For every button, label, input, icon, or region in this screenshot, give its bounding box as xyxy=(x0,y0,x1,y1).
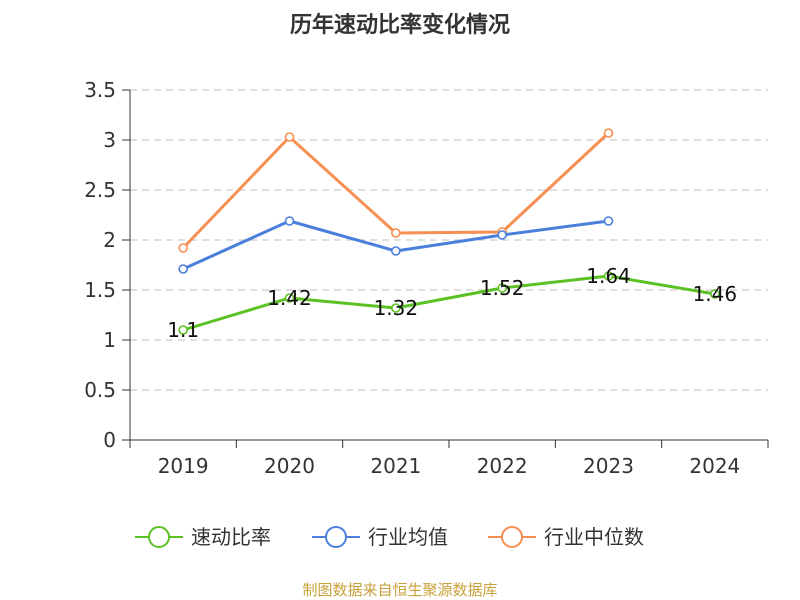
data-point xyxy=(497,283,507,293)
y-axis: 0 0.5 1 1.5 2 2.5 3 3.5 xyxy=(84,78,131,452)
legend-marker xyxy=(148,526,170,548)
y-tick-label: 2.5 xyxy=(84,178,116,202)
data-point xyxy=(603,271,614,281)
y-tick-label: 0 xyxy=(103,428,116,452)
legend-label: 行业中位数 xyxy=(544,525,644,549)
source-note: 制图数据来自恒生聚源数据库 xyxy=(302,581,497,599)
legend-item: 行业均值 xyxy=(312,525,448,549)
chart-title: 历年速动比率变化情况 xyxy=(290,12,510,38)
legend: 速动比率 行业均值 行业中位数 xyxy=(135,525,644,549)
data-point xyxy=(603,128,614,138)
y-tick-label: 3.5 xyxy=(84,78,116,102)
data-point xyxy=(284,132,295,142)
data-point xyxy=(710,289,720,299)
data-point xyxy=(284,293,295,303)
data-point xyxy=(178,243,188,253)
legend-label: 速动比率 xyxy=(191,525,271,549)
data-point xyxy=(391,246,401,256)
legend-label: 行业均值 xyxy=(368,525,448,549)
legend-item: 速动比率 xyxy=(135,525,271,549)
grid-lines xyxy=(130,89,768,391)
y-tick-label: 2 xyxy=(103,228,116,252)
y-tick-label: 3 xyxy=(103,128,116,152)
data-label: 1.46 xyxy=(693,282,738,306)
legend-marker xyxy=(325,526,347,548)
x-tick-label: 2019 xyxy=(158,454,209,478)
y-tick-label: 0.5 xyxy=(84,378,116,402)
y-tick-label: 1 xyxy=(103,328,116,352)
x-tick-label: 2020 xyxy=(264,454,315,478)
x-tick-label: 2024 xyxy=(689,454,740,478)
legend-marker xyxy=(501,526,523,548)
data-point xyxy=(178,264,188,274)
data-point xyxy=(178,325,188,335)
data-point xyxy=(284,216,295,226)
data-labels: 1.1 1.42 1.32 1.52 1.64 1.46 xyxy=(167,264,737,342)
data-label: 1.64 xyxy=(586,264,631,288)
y-tick-label: 1.5 xyxy=(84,278,116,302)
x-tick-label: 2023 xyxy=(583,454,634,478)
series-group xyxy=(178,128,720,335)
data-point xyxy=(391,228,401,238)
data-point xyxy=(391,303,401,313)
x-tick-label: 2022 xyxy=(477,454,528,478)
data-label: 1.1 xyxy=(167,318,199,342)
series-line-1 xyxy=(182,274,716,332)
data-label: 1.42 xyxy=(267,286,312,310)
series-line-2 xyxy=(182,219,609,271)
data-label: 1.32 xyxy=(374,296,419,320)
legend-item: 行业中位数 xyxy=(488,525,644,549)
x-tick-label: 2021 xyxy=(370,454,421,478)
data-point xyxy=(497,230,507,240)
data-label: 1.52 xyxy=(480,276,525,300)
data-point xyxy=(603,216,614,226)
x-axis: 2019 2020 2021 2022 2023 2024 xyxy=(129,439,769,478)
